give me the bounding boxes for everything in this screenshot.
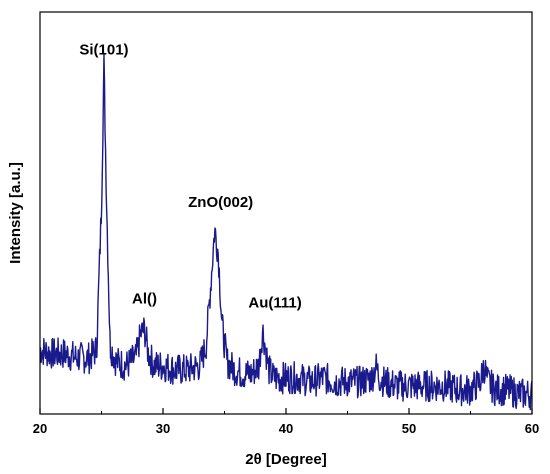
peak-label: ZnO(002) [188, 194, 253, 211]
x-axis-label: 2θ [Degree] [245, 451, 326, 468]
peak-annotations: Si(101) Al() ZnO(002) Au(111) [79, 41, 301, 311]
x-tick-label: 20 [33, 421, 47, 436]
series-line [39, 52, 533, 411]
x-tick-label: 30 [156, 421, 170, 436]
peak-label: Au(111) [248, 295, 301, 312]
y-axis-label: Intensity [a.u.] [7, 162, 24, 264]
peak-label: Al() [132, 291, 157, 308]
x-tick-label: 50 [402, 421, 416, 436]
series-line-group [39, 52, 533, 411]
x-tick-label: 60 [525, 421, 539, 436]
x-ticks: 20 30 40 50 60 [33, 408, 539, 436]
plot-frame [39, 11, 533, 415]
peak-label: Si(101) [79, 41, 128, 58]
x-tick-label: 40 [279, 421, 293, 436]
